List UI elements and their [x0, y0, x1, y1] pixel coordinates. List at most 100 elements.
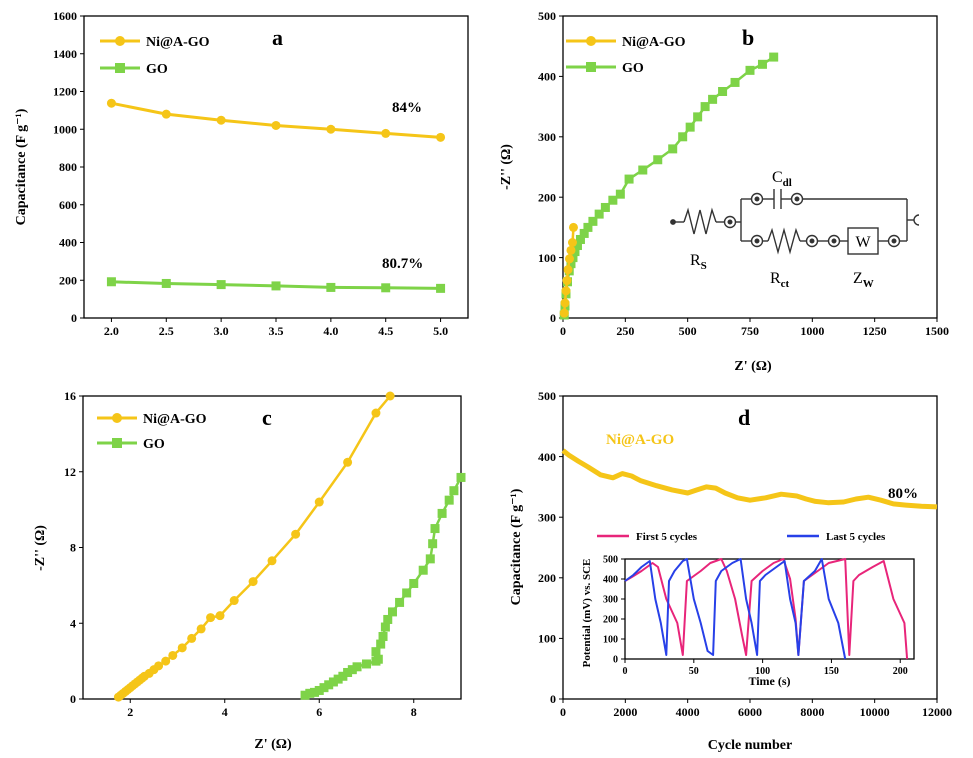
circuit-node-dot — [727, 219, 733, 225]
cdl-label: Cdl — [772, 169, 792, 189]
panel-b-ytick-label: 400 — [538, 70, 556, 84]
panel-b-xtick-label: 500 — [679, 324, 697, 338]
panel-c-ytick-label: 16 — [64, 389, 76, 403]
panel-b-point — [730, 77, 740, 87]
legend-a-ni-label: Ni@A-GO — [146, 35, 210, 50]
circuit-node-dot — [794, 196, 800, 202]
panel-c-point — [196, 624, 206, 634]
inset-ytick-label: 200 — [603, 615, 618, 626]
panel-c-point — [385, 391, 395, 401]
panel-b-xtick-label: 1000 — [800, 324, 824, 338]
panel-b-point — [653, 155, 663, 165]
plots-layer: 2.0 2.5 3.0 3.5 4.0 4.5 5.00200400600800100012… — [53, 9, 952, 719]
panel-c-point — [154, 661, 164, 671]
panel-c-point — [267, 556, 277, 566]
circuit-node — [750, 234, 764, 248]
panel-a-ytick-label: 600 — [59, 198, 77, 212]
panel-c-point — [177, 643, 187, 653]
panel-d-xtick-label: 6000 — [738, 705, 762, 719]
panel-b-point — [563, 265, 573, 275]
cdl-label-main: C — [772, 169, 783, 186]
panel-c-xtick-label: 4 — [222, 705, 228, 719]
panel-a-point — [436, 283, 446, 293]
panel-c-point — [371, 647, 381, 657]
panel-b-xtick-label: 250 — [616, 324, 634, 338]
panel-c-point — [343, 667, 353, 677]
inset-xtick-label: 200 — [893, 666, 908, 677]
panel-a-xtick-label: 4.5 — [378, 324, 393, 338]
panel-a-xtick-label: 3.0 — [214, 324, 229, 338]
panel-c-point — [314, 497, 324, 507]
panel-b-point — [583, 222, 593, 232]
cdl-label-sub: dl — [783, 177, 792, 189]
inset-ytick-label: 300 — [603, 595, 618, 606]
inset-ytick-label: 100 — [603, 635, 618, 646]
panel-c-point — [215, 611, 225, 621]
panel-c-point — [376, 639, 386, 649]
legend-inset-last-label: Last 5 cycles — [826, 531, 886, 543]
panel-b-point — [745, 65, 755, 75]
circuit-node-dot — [809, 238, 815, 244]
circuit-node-dot — [754, 238, 760, 244]
resistor-rct — [767, 227, 801, 255]
panel-b-point — [769, 52, 779, 62]
panel-c-point — [319, 683, 329, 693]
panel-b-point — [566, 259, 576, 269]
panel-a-ytick-label: 1000 — [53, 122, 77, 136]
panel-b-point — [600, 202, 610, 212]
panel-a-point — [161, 278, 171, 288]
panel-a-point — [106, 98, 116, 108]
panel-label-b: b — [742, 25, 754, 50]
circuit-node-dot — [754, 196, 760, 202]
panel-a-point — [381, 128, 391, 138]
panel-a-ytick-label: 400 — [59, 236, 77, 250]
panel-c-point — [187, 633, 197, 643]
panel-c-point — [373, 654, 383, 664]
inset-line-first-5-cycles — [624, 558, 909, 660]
panel-b-xtick-label: 750 — [741, 324, 759, 338]
inset-xtick-label: 150 — [824, 666, 839, 677]
panel-b-ytick-label: 500 — [538, 9, 556, 23]
panel-c-point — [333, 674, 343, 684]
panel-b-point — [572, 241, 582, 251]
panel-c-point — [305, 688, 315, 698]
inset-xtick-label: 100 — [755, 666, 770, 677]
panel-b-point — [693, 112, 703, 122]
equivalent-circuit — [670, 189, 920, 255]
panel-b-point — [668, 144, 678, 154]
circuit-node — [887, 234, 901, 248]
circuit-node — [750, 192, 764, 206]
panel-b-point — [638, 165, 648, 175]
panel-c-xtick-label: 6 — [316, 705, 322, 719]
panel-c-frame — [82, 395, 462, 700]
panel-c-point — [402, 588, 412, 598]
panel-d-ytick-label: 0 — [550, 692, 556, 706]
panel-c-point — [206, 613, 216, 623]
panel-a-point — [216, 280, 226, 290]
rs-label: RS — [690, 252, 707, 272]
panel-a-point — [271, 120, 281, 130]
panel-c-point — [378, 632, 388, 642]
panel-c-point — [383, 614, 393, 624]
panel-b-point — [678, 132, 688, 142]
panel-b-xtick-label: 1500 — [925, 324, 949, 338]
panel-a-point — [106, 277, 116, 287]
panel-d-ylabel: Capacitance (F g⁻¹) — [509, 488, 524, 605]
panel-a-ylabel: Capacitance (F g⁻¹) — [14, 108, 29, 225]
legend-inset: First 5 cycles Last 5 cycles — [597, 531, 886, 543]
panel-d-ytick-label: 200 — [538, 571, 556, 585]
panel-a-xtick-label: 2.5 — [159, 324, 174, 338]
legend-inset-first-label: First 5 cycles — [636, 531, 698, 543]
panel-c-xtick-label: 8 — [411, 705, 417, 719]
panel-b-point — [566, 245, 576, 255]
legend-c: Ni@A-GO GO — [97, 412, 207, 452]
legend-a-go-marker — [115, 63, 125, 73]
inset-ytick-label: 400 — [603, 575, 618, 586]
panel-b-line-go — [562, 56, 775, 316]
panel-c-point — [456, 472, 466, 482]
series-label-d: Ni@A-GO — [606, 432, 674, 448]
panel-c-ytick-label: 12 — [64, 465, 76, 479]
panel-c-point — [338, 671, 348, 681]
legend-a-go-label: GO — [146, 62, 168, 77]
